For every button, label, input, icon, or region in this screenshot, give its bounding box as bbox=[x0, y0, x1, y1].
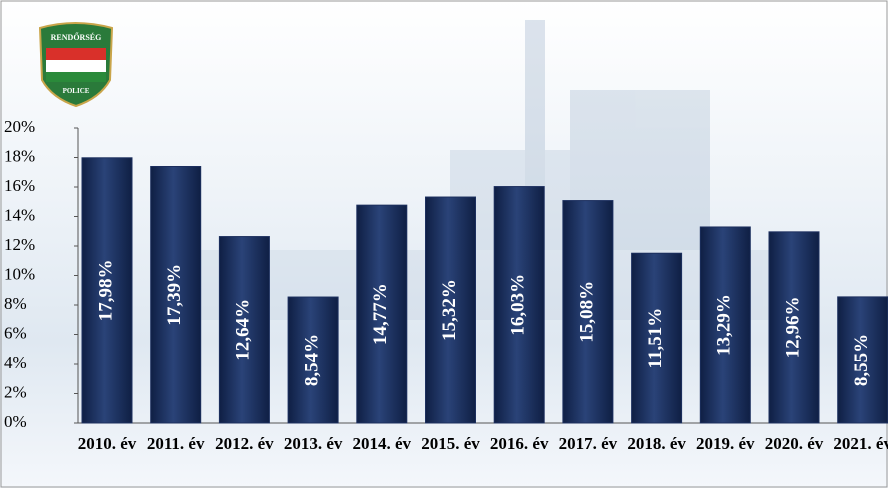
x-tick-label: 2020. év bbox=[764, 432, 824, 455]
y-tick-label: 14% bbox=[4, 205, 35, 224]
value-label: 13,29% bbox=[714, 294, 735, 356]
x-tick-label: 2013. év bbox=[283, 432, 343, 455]
value-label: 11,51% bbox=[645, 308, 666, 369]
y-tick-label: 8% bbox=[4, 294, 27, 313]
page: RENDŐRSÉG POLICE 0% 2% 4% 6% 8% 10% 12% 14% 16% 1… bbox=[0, 0, 888, 488]
value-label: 17,39% bbox=[164, 264, 185, 326]
y-tick-label: 20% bbox=[4, 117, 35, 136]
value-label: 15,32% bbox=[439, 279, 460, 341]
value-label: 15,08% bbox=[576, 281, 597, 343]
x-tick-label: 2017. év bbox=[558, 432, 618, 455]
value-label: 8,54% bbox=[301, 334, 322, 386]
x-tick-label: 2018. év bbox=[627, 432, 687, 455]
value-label: 8,55% bbox=[851, 334, 872, 386]
value-label: 12,96% bbox=[782, 297, 803, 359]
value-label: 17,98% bbox=[95, 260, 116, 322]
x-tick-label: 2016. év bbox=[489, 432, 549, 455]
x-tick-label: 2019. év bbox=[695, 432, 755, 455]
y-tick-label: 18% bbox=[4, 146, 35, 165]
x-tick-label: 2014. év bbox=[352, 432, 412, 455]
y-tick-label: 4% bbox=[4, 353, 27, 372]
logo-bottom: POLICE bbox=[63, 87, 90, 95]
x-tick-label: 2011. év bbox=[146, 432, 206, 455]
value-label: 16,03% bbox=[508, 274, 529, 336]
x-tick-label: 2021. év bbox=[833, 432, 888, 455]
logo-top: RENDŐRSÉG bbox=[51, 32, 102, 42]
value-label: 14,77% bbox=[370, 283, 391, 345]
y-tick-label: 16% bbox=[4, 176, 35, 195]
y-tick-label: 6% bbox=[4, 323, 27, 342]
x-tick-label: 2012. év bbox=[214, 432, 274, 455]
y-tick-label: 10% bbox=[4, 264, 35, 283]
logo: RENDŐRSÉG POLICE bbox=[40, 23, 112, 106]
y-tick-label: 0% bbox=[4, 412, 27, 431]
chart: RENDŐRSÉG POLICE 0% 2% 4% 6% 8% 10% 12% 14% 16% 1… bbox=[0, 0, 888, 488]
y-tick-label: 2% bbox=[4, 382, 27, 401]
y-tick-label: 12% bbox=[4, 235, 35, 254]
x-tick-label: 2015. év bbox=[421, 432, 481, 455]
value-label: 12,64% bbox=[233, 299, 254, 361]
x-tick-label: 2010. év bbox=[77, 432, 137, 455]
